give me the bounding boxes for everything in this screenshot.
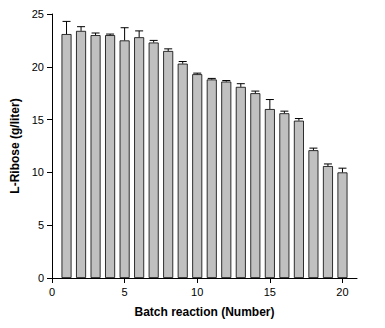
svg-text:10: 10 — [191, 286, 203, 298]
svg-text:L-Ribose (g/liter): L-Ribose (g/liter) — [8, 98, 22, 193]
svg-text:10: 10 — [32, 166, 44, 178]
svg-text:20: 20 — [336, 286, 348, 298]
svg-text:20: 20 — [32, 61, 44, 73]
svg-text:Batch reaction (Number): Batch reaction (Number) — [134, 305, 274, 319]
svg-text:5: 5 — [122, 286, 128, 298]
svg-text:25: 25 — [32, 8, 44, 20]
svg-text:15: 15 — [32, 114, 44, 126]
svg-text:5: 5 — [38, 219, 44, 231]
svg-text:0: 0 — [38, 272, 44, 284]
svg-text:15: 15 — [264, 286, 276, 298]
svg-text:0: 0 — [49, 286, 55, 298]
